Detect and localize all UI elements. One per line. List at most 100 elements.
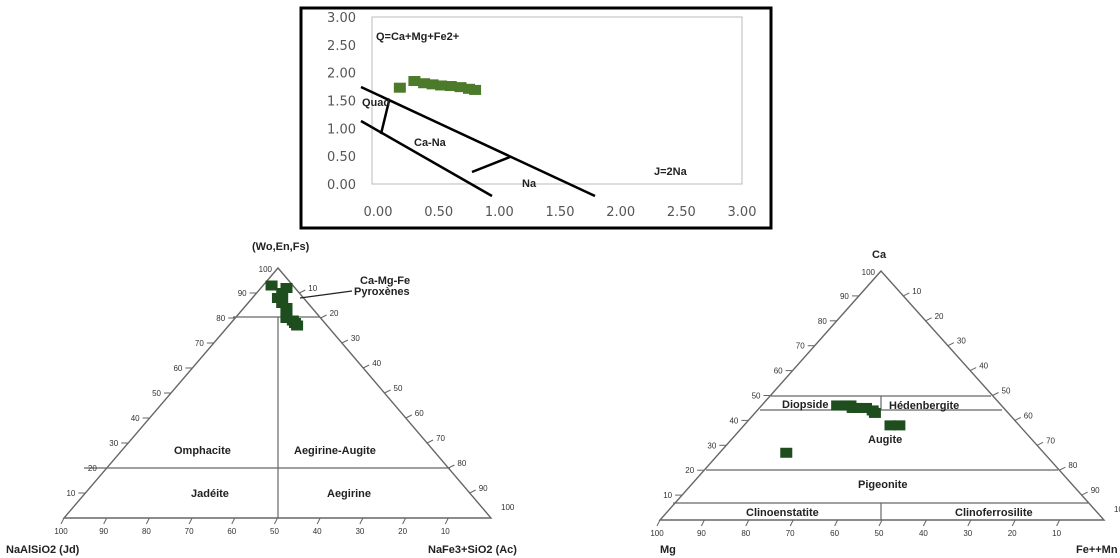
jd-ae-right-end-tick-label: 100: [501, 503, 515, 512]
qj-data-point: [444, 81, 457, 92]
jd-ae-base-tick-label: 70: [185, 527, 194, 536]
wef-right-tick: [903, 292, 910, 297]
jd-ae-base-tick: [231, 517, 236, 525]
wef-base-tick: [878, 519, 883, 527]
wef-left-tick-label: 50: [752, 392, 761, 401]
qj-x-tick-label: 1.50: [546, 205, 575, 220]
qj-y-tick-labels: 0.00 0.50 1.00 1.50 2.00 2.50 3.00: [327, 11, 356, 193]
wef-axis-ticks: 10 10 20 20 30 30 40 40 50 50 60 60 70 70 80 80 90 90 100 1…: [650, 268, 1120, 538]
qj-data-point: [408, 76, 421, 87]
wef-data-point: [780, 447, 793, 458]
wef-base-tick: [789, 519, 794, 527]
wef-right-tick: [947, 342, 955, 347]
jd-ae-right-tick: [405, 414, 413, 419]
wef-right-tick-label: 90: [1091, 486, 1100, 495]
qj-y-tick-label: 2.00: [327, 67, 356, 82]
qj-y-tick-label: 0.50: [327, 150, 356, 165]
jd-ae-right-tick-label: 40: [372, 359, 381, 368]
wef-right-label: Fe++Mn: [1076, 544, 1118, 556]
wef-right-tick: [1036, 441, 1044, 446]
qj-region-na: Na: [522, 178, 537, 190]
jd-ae-data-point: [265, 280, 278, 291]
wef-field-lines: [673, 395, 1088, 520]
qj-x-tick-label: 0.50: [424, 205, 453, 220]
qj-data-point: [393, 82, 406, 93]
qj-right-label: J=2Na: [654, 166, 688, 178]
wef-base-tick-label: 80: [741, 529, 750, 538]
jd-ae-left-tick-label: 90: [238, 289, 247, 298]
wo-en-fs-ternary: 10 10 20 20 30 30 40 40 50 50 60 60 70 70 80 80 90 90 100 1…: [650, 249, 1120, 556]
qj-plot-area: [371, 16, 743, 185]
wef-base-tick-label: 60: [830, 529, 839, 538]
wef-base-tick: [700, 519, 705, 527]
jd-ae-base-tick: [103, 517, 108, 525]
jd-ae-right-tick-label: 60: [415, 409, 424, 418]
jd-ae-left-tick-label: 40: [131, 414, 140, 423]
field-clinoferrosilite: Clinoferrosilite: [955, 507, 1033, 519]
wef-left-tick-label: 80: [818, 317, 827, 326]
qj-y-tick-label: 1.00: [327, 122, 356, 137]
wef-base-tick: [1011, 519, 1016, 527]
wef-right-tick-label: 40: [979, 362, 988, 371]
jadeite-aegirine-ternary: 10 10 20 20 30 30 40 40 50 50 60 60 70 70 80 80 90 90 100 1…: [6, 241, 517, 556]
qj-y-tick-label: 1.50: [327, 95, 356, 110]
qj-x-tick-label: 1.00: [485, 205, 514, 220]
jd-ae-annotation-line1: Ca-Mg-Fe: [360, 275, 410, 287]
jd-ae-data-point: [291, 320, 304, 331]
wef-right-tick: [1059, 466, 1066, 471]
jd-ae-field-lines: [84, 316, 450, 518]
wef-data-points: [780, 400, 906, 458]
jd-ae-right-tick-label: 20: [330, 309, 339, 318]
qj-data-points: [393, 76, 482, 95]
wef-base-tick-label: 70: [786, 529, 795, 538]
jd-ae-axis-ticks: 10 10 20 20 30 30 40 40 50 50 60 60 70 70 80 80 90 90 100 1…: [54, 265, 515, 536]
qj-y-tick-label: 3.00: [327, 11, 356, 26]
wef-base-tick: [834, 519, 839, 527]
wef-data-point: [851, 402, 864, 413]
jd-ae-right-tick-label: 10: [308, 284, 317, 293]
jd-ae-base-tick: [402, 517, 407, 525]
wef-base-tick-label: 30: [963, 529, 972, 538]
wef-right-tick: [1081, 491, 1088, 496]
jd-ae-right-tick: [384, 389, 391, 394]
field-hedenbergite: Hédenbergite: [889, 400, 959, 412]
jd-ae-left-tick-label: 50: [152, 389, 161, 398]
wef-base-tick: [1056, 519, 1061, 527]
qj-x-tick-label: 3.00: [728, 205, 757, 220]
jd-ae-base-tick: [188, 517, 193, 525]
qj-data-point: [435, 80, 448, 91]
wef-left-tick-label: 10: [663, 491, 672, 500]
qj-title: Q=Ca+Mg+Fe2+: [376, 31, 459, 43]
wef-base-tick: [656, 519, 661, 527]
jd-ae-left-tick-label: 80: [216, 314, 225, 323]
jd-ae-base-tick-label: 90: [99, 527, 108, 536]
jd-ae-base-tick-label: 80: [142, 527, 151, 536]
jd-ae-left-tick-label: 10: [66, 489, 75, 498]
wef-apex-tick-label: 100: [862, 268, 876, 277]
wef-right-tick: [1014, 416, 1022, 421]
wef-base-tick-label: 50: [875, 529, 884, 538]
wef-data-point: [868, 407, 881, 418]
qj-quad-divider: [379, 100, 391, 135]
qj-x-tick-label: 0.00: [364, 205, 393, 220]
wef-right-end-tick-label: 100: [1114, 505, 1120, 514]
jd-ae-right-tick: [426, 439, 434, 444]
wef-data-point: [884, 420, 897, 431]
jd-ae-base-tick: [359, 517, 364, 525]
jd-ae-right-tick-label: 90: [479, 484, 488, 493]
qj-x-tick-labels: 0.00 0.50 1.00 1.50 2.00 2.50 3.00: [364, 205, 757, 220]
wef-left-tick-label: 40: [729, 416, 738, 425]
jd-ae-data-points: [265, 280, 304, 331]
jd-ae-base-tick-label: 40: [313, 527, 322, 536]
jd-ae-annotation-line2: Pyroxènes: [354, 286, 410, 298]
qj-data-point: [454, 82, 467, 93]
jd-ae-base-tick: [316, 517, 321, 525]
qj-data-point: [426, 79, 439, 90]
wef-data-point: [860, 402, 873, 413]
field-pigeonite: Pigeonite: [858, 479, 908, 491]
jd-ae-right-tick-label: 50: [394, 384, 403, 393]
wef-right-tick: [969, 367, 977, 372]
qj-data-point: [469, 84, 482, 95]
jd-ae-left-label: NaAlSiO2 (Jd): [6, 544, 80, 556]
wef-left-tick-label: 70: [796, 342, 805, 351]
